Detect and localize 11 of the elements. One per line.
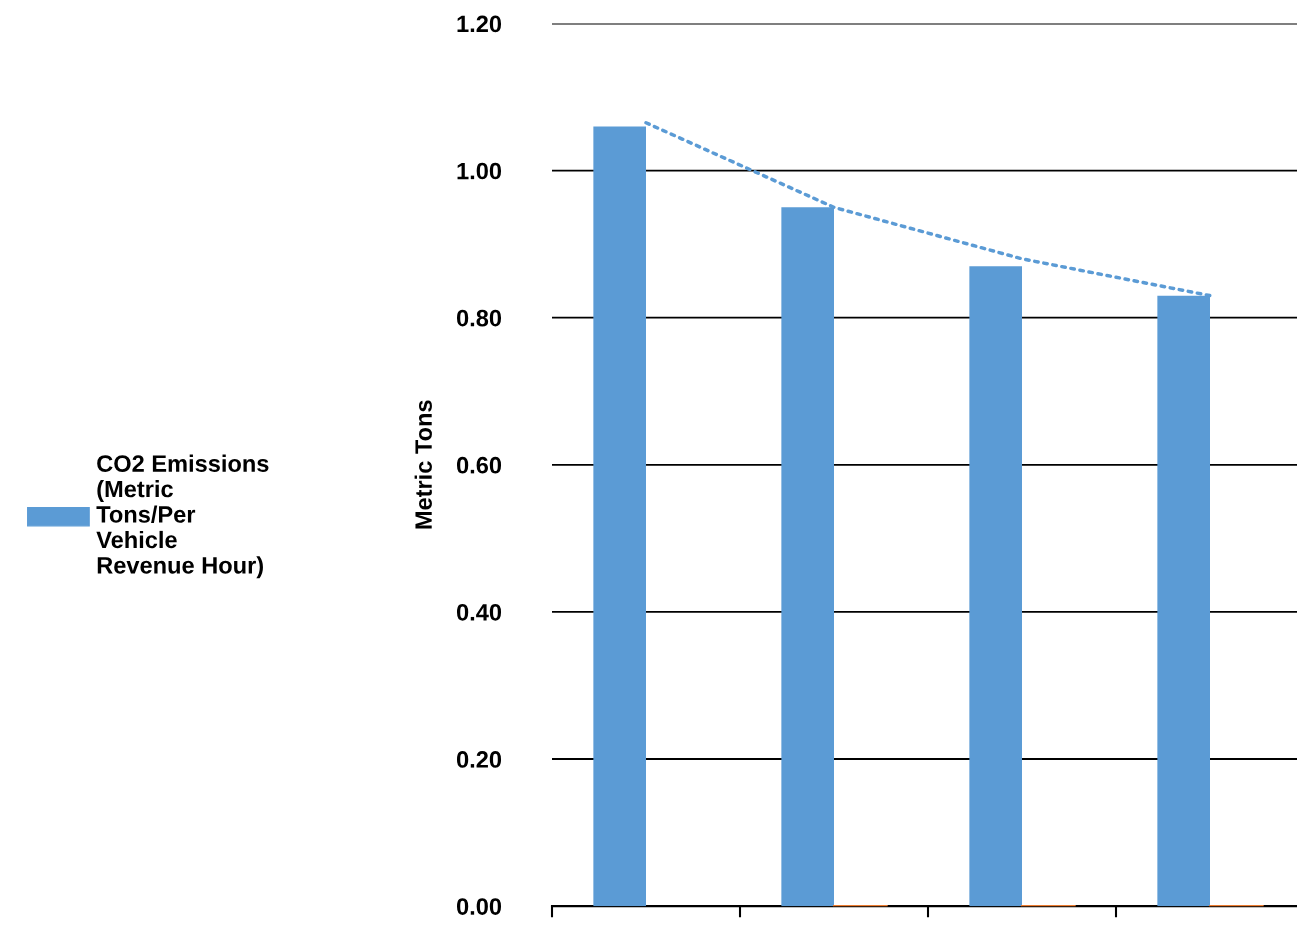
y-tick-label: 1.20 xyxy=(457,15,502,33)
y-axis-title: Metric Tons xyxy=(414,400,432,529)
bar xyxy=(969,266,1022,907)
bar xyxy=(593,126,646,907)
y-tick-label: 1.00 xyxy=(457,162,502,180)
legend-label: CO2 Emissions (Metric Tons/Per Vehicle Revenue Hour) xyxy=(96,454,269,579)
y-tick-label: 0.80 xyxy=(456,309,502,327)
y-tick-label: 0.60 xyxy=(456,456,502,474)
y-tick-label: 0.20 xyxy=(456,751,502,768)
y-tick-label: 0.00 xyxy=(456,898,502,915)
y-tick-label: 0.40 xyxy=(456,603,502,621)
